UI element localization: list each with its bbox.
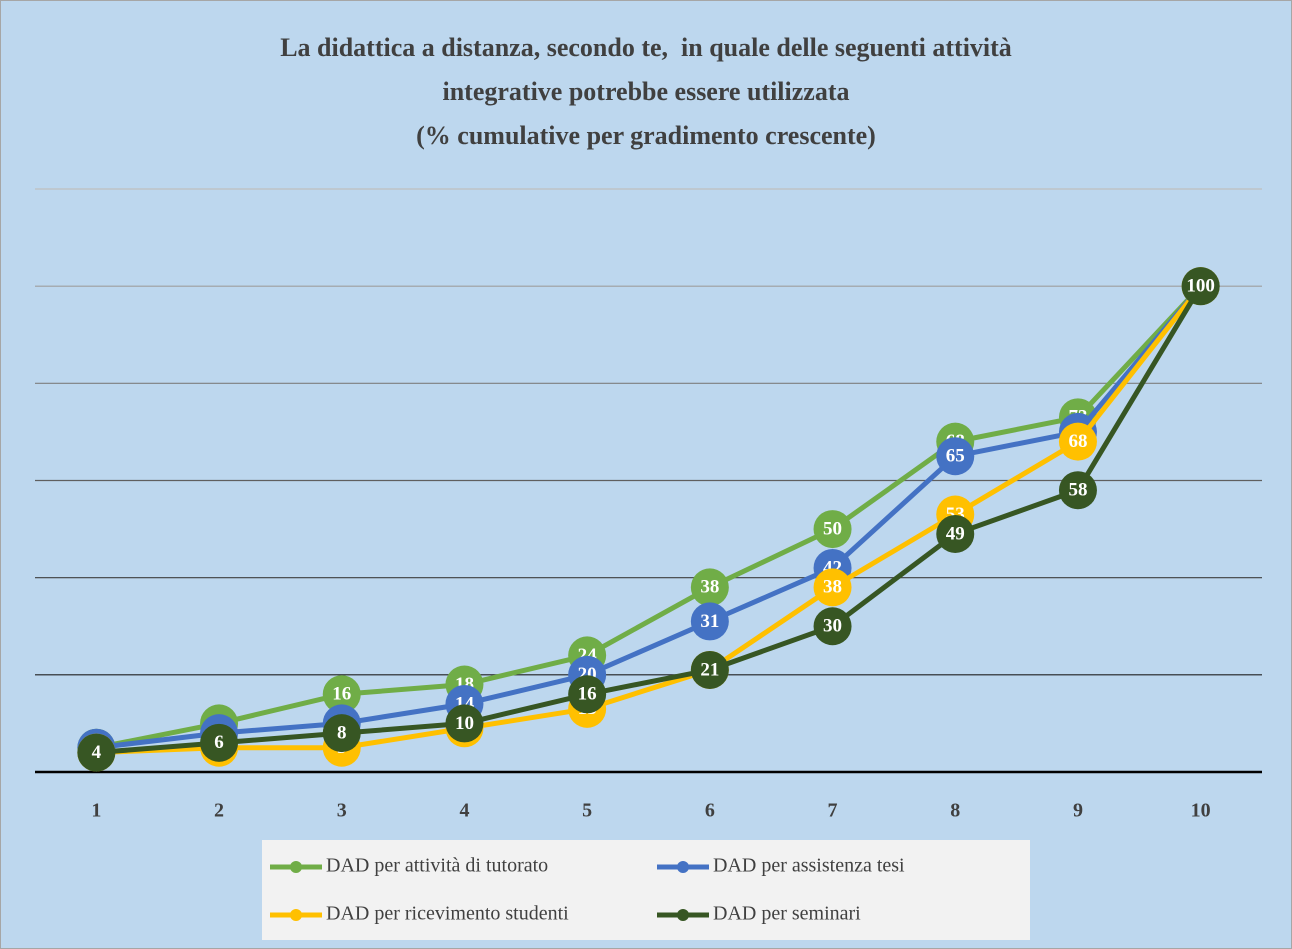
legend-swatch-dot	[290, 861, 302, 873]
data-label: 16	[578, 684, 597, 705]
legend-swatch-dot	[677, 909, 689, 921]
data-point	[936, 437, 975, 476]
data-label: 8	[337, 722, 347, 743]
data-label: 38	[700, 577, 719, 598]
x-tick-label: 3	[337, 800, 347, 822]
data-point	[445, 704, 484, 743]
data-label: 16	[332, 684, 351, 705]
x-tick-label: 8	[950, 800, 960, 822]
data-point	[77, 733, 116, 772]
data-point	[690, 650, 729, 689]
data-label: 38	[823, 577, 842, 598]
legend-label: DAD per attività di tutorato	[326, 855, 548, 877]
series-line	[95, 284, 1203, 751]
data-point	[200, 723, 239, 762]
legend-label: DAD per ricevimento studenti	[326, 903, 569, 925]
data-label: 21	[700, 659, 719, 680]
x-tick-label: 2	[214, 800, 224, 822]
x-tick-label: 4	[459, 800, 469, 822]
x-tick-label: 5	[582, 800, 592, 822]
data-point	[322, 714, 361, 753]
x-tick-label: 6	[705, 800, 715, 822]
data-point	[1058, 471, 1097, 510]
data-label: 49	[946, 523, 965, 544]
data-label: 10	[455, 713, 474, 734]
data-point	[813, 568, 852, 607]
data-label: 58	[1068, 480, 1087, 501]
data-label: 50	[823, 518, 842, 539]
data-label: 6	[214, 732, 224, 753]
series-line	[96, 284, 1203, 751]
data-point	[1058, 422, 1097, 461]
legend-label: DAD per assistenza tesi	[713, 855, 905, 877]
legend-label: DAD per seminari	[713, 903, 861, 925]
data-point	[936, 514, 975, 553]
data-label: 31	[700, 611, 719, 632]
data-point	[1181, 267, 1220, 306]
x-tick-label: 7	[828, 800, 838, 822]
series-line	[96, 284, 1203, 756]
x-tick-label: 9	[1073, 800, 1083, 822]
data-point	[813, 510, 852, 549]
x-tick-label: 1	[91, 800, 101, 822]
data-label: 4	[92, 742, 102, 763]
legend-swatch-dot	[290, 909, 302, 921]
data-label: 30	[823, 616, 842, 637]
data-point	[690, 602, 729, 641]
data-label: 100	[1186, 276, 1215, 297]
legend-box	[262, 840, 1030, 940]
data-point	[322, 675, 361, 714]
data-label: 65	[946, 446, 965, 467]
data-point	[568, 675, 607, 714]
chart-title: La didattica a distanza, secondo te, in …	[280, 33, 1012, 150]
series-line	[96, 284, 1203, 756]
legend-swatch-dot	[677, 861, 689, 873]
x-tick-label: 10	[1191, 800, 1211, 822]
data-point	[813, 607, 852, 646]
data-label: 68	[1068, 431, 1087, 452]
data-point	[690, 568, 729, 607]
